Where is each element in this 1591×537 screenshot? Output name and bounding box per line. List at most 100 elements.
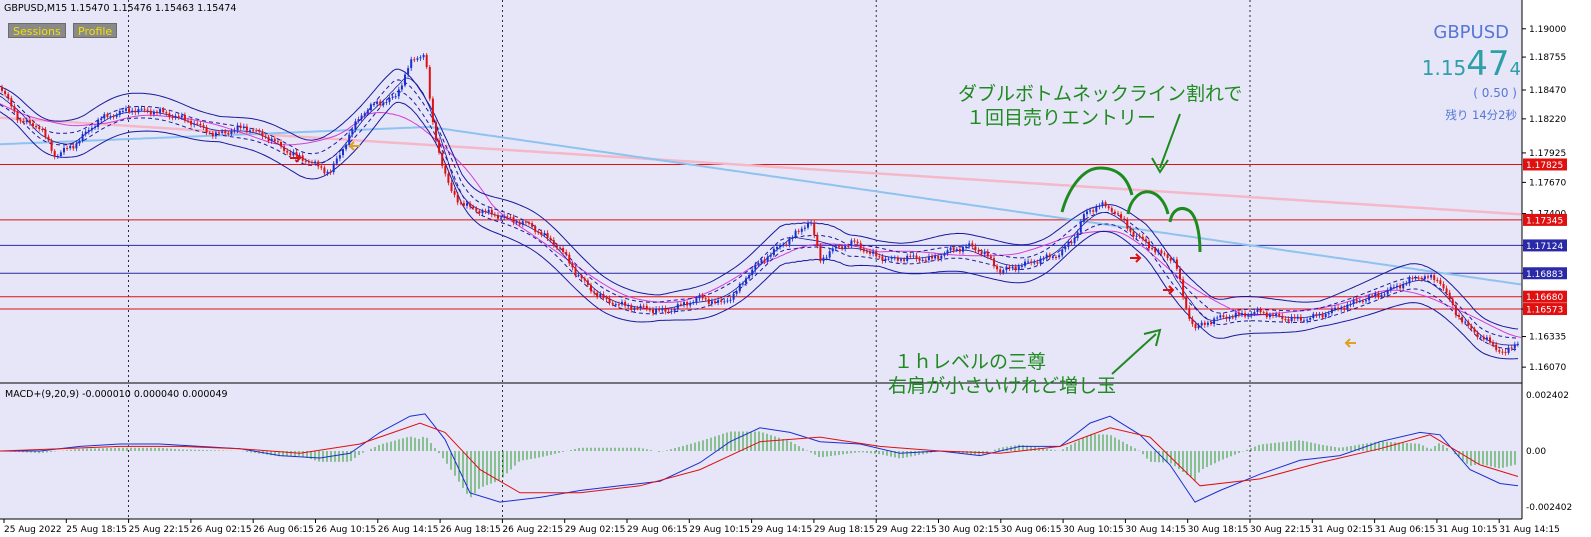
- candle-body: [593, 291, 596, 293]
- candle-body: [766, 256, 769, 262]
- sessions-button[interactable]: Sessions: [8, 23, 66, 38]
- candle-body: [1473, 328, 1476, 333]
- macd-label: MACD+(9,20,9) -0.000010 0.000040 0.00004…: [5, 389, 228, 400]
- candle-body: [1470, 325, 1473, 329]
- candle-body: [348, 134, 351, 146]
- candle-body: [391, 96, 394, 98]
- candle-body: [280, 142, 282, 147]
- candle-body: [25, 120, 28, 123]
- candle-body: [1129, 228, 1132, 232]
- candle-body: [180, 115, 183, 118]
- candle-body: [1268, 314, 1271, 318]
- time-tick-label: 30 Aug 14:15: [1125, 525, 1186, 535]
- candle-body: [1309, 317, 1312, 320]
- candle-body: [630, 305, 633, 310]
- candle-body: [1461, 317, 1464, 323]
- candle-body: [1464, 321, 1467, 323]
- buy-arrow: [348, 141, 360, 151]
- candle-body: [106, 114, 109, 117]
- candle-body: [1055, 256, 1057, 258]
- candle-body: [1256, 309, 1259, 312]
- candle-body: [893, 257, 896, 259]
- ticker-bid: 1.15474: [1422, 44, 1521, 84]
- candle-body: [462, 202, 465, 206]
- candle-body: [1476, 332, 1479, 338]
- candle-body: [949, 247, 952, 251]
- candle-body: [118, 110, 121, 115]
- candle-body: [1092, 210, 1095, 212]
- candle-body: [1175, 259, 1178, 269]
- time-axis: [0, 519, 1591, 537]
- candle-body: [807, 223, 809, 228]
- candle-body: [1436, 279, 1439, 281]
- price-tick-label: 1.18220: [1529, 115, 1566, 125]
- candle-body: [810, 222, 813, 224]
- candle-body: [208, 132, 211, 134]
- candle-body: [174, 116, 177, 118]
- candle-body: [1101, 202, 1104, 206]
- candle-body: [1030, 261, 1033, 263]
- level-tag: [1523, 213, 1567, 226]
- candle-body: [506, 216, 509, 218]
- candle-body: [648, 309, 651, 311]
- candle-body: [831, 248, 834, 252]
- candle-body: [177, 116, 180, 118]
- candle-body: [800, 228, 803, 232]
- candle-body: [400, 85, 403, 90]
- candle-body: [751, 269, 754, 275]
- candle-body: [1430, 275, 1433, 278]
- candle-body: [360, 115, 363, 120]
- candle-body: [819, 246, 822, 262]
- candle-body: [816, 235, 819, 247]
- candle-body: [1299, 316, 1302, 321]
- candle-body: [1451, 299, 1454, 306]
- macd-tick-label: 0.00: [1526, 447, 1546, 457]
- candle-body: [515, 221, 518, 223]
- candle-body: [413, 59, 416, 61]
- candle-body: [546, 233, 549, 239]
- sell-arrow: [1130, 253, 1142, 263]
- profile-button[interactable]: Profile: [73, 23, 118, 38]
- sell-arrow: [1163, 285, 1175, 295]
- candle-body: [1110, 208, 1113, 212]
- candle-body: [323, 167, 326, 174]
- candle-body: [518, 221, 521, 225]
- candle-body: [983, 251, 986, 255]
- candle-body: [1467, 321, 1470, 326]
- candle-body: [673, 309, 676, 311]
- candle-body: [1039, 258, 1042, 264]
- candle-body: [717, 300, 720, 303]
- vertical-gridlines: [128, 0, 1251, 519]
- candle-body: [813, 222, 816, 236]
- candle-body: [1284, 319, 1287, 321]
- candle-body: [112, 116, 115, 118]
- candle-body: [218, 132, 220, 134]
- candle-body: [683, 302, 685, 305]
- candle-body: [1126, 220, 1129, 229]
- candle-body: [658, 309, 661, 311]
- candle-body: [1324, 314, 1327, 318]
- candle-body: [986, 251, 989, 257]
- time-tick-label: 31 Aug 02:15: [1312, 525, 1373, 535]
- candle-body: [797, 230, 800, 232]
- time-axis-ticks: 25 Aug 2022 25 Aug 18:15 25 Aug 22:15 26 Au…: [3, 519, 1560, 535]
- candle-body: [264, 136, 267, 138]
- candle-body: [931, 256, 933, 259]
- candle-body: [853, 240, 856, 242]
- level-tag-label: 1.17345: [1526, 216, 1563, 226]
- candle-body: [915, 255, 918, 259]
- candle-body: [1222, 315, 1225, 317]
- candle-body: [782, 244, 785, 246]
- candle-body: [1206, 322, 1209, 325]
- candle-body: [633, 307, 636, 310]
- candle-body: [509, 217, 512, 219]
- candle-body: [661, 308, 664, 311]
- candle-body: [1330, 309, 1333, 314]
- candle-body: [980, 251, 983, 255]
- candle-body: [307, 161, 310, 163]
- candle-body: [583, 278, 586, 281]
- time-tick-label: 30 Aug 18:15: [1188, 525, 1249, 535]
- candle-body: [255, 130, 258, 132]
- candle-body: [1197, 325, 1200, 329]
